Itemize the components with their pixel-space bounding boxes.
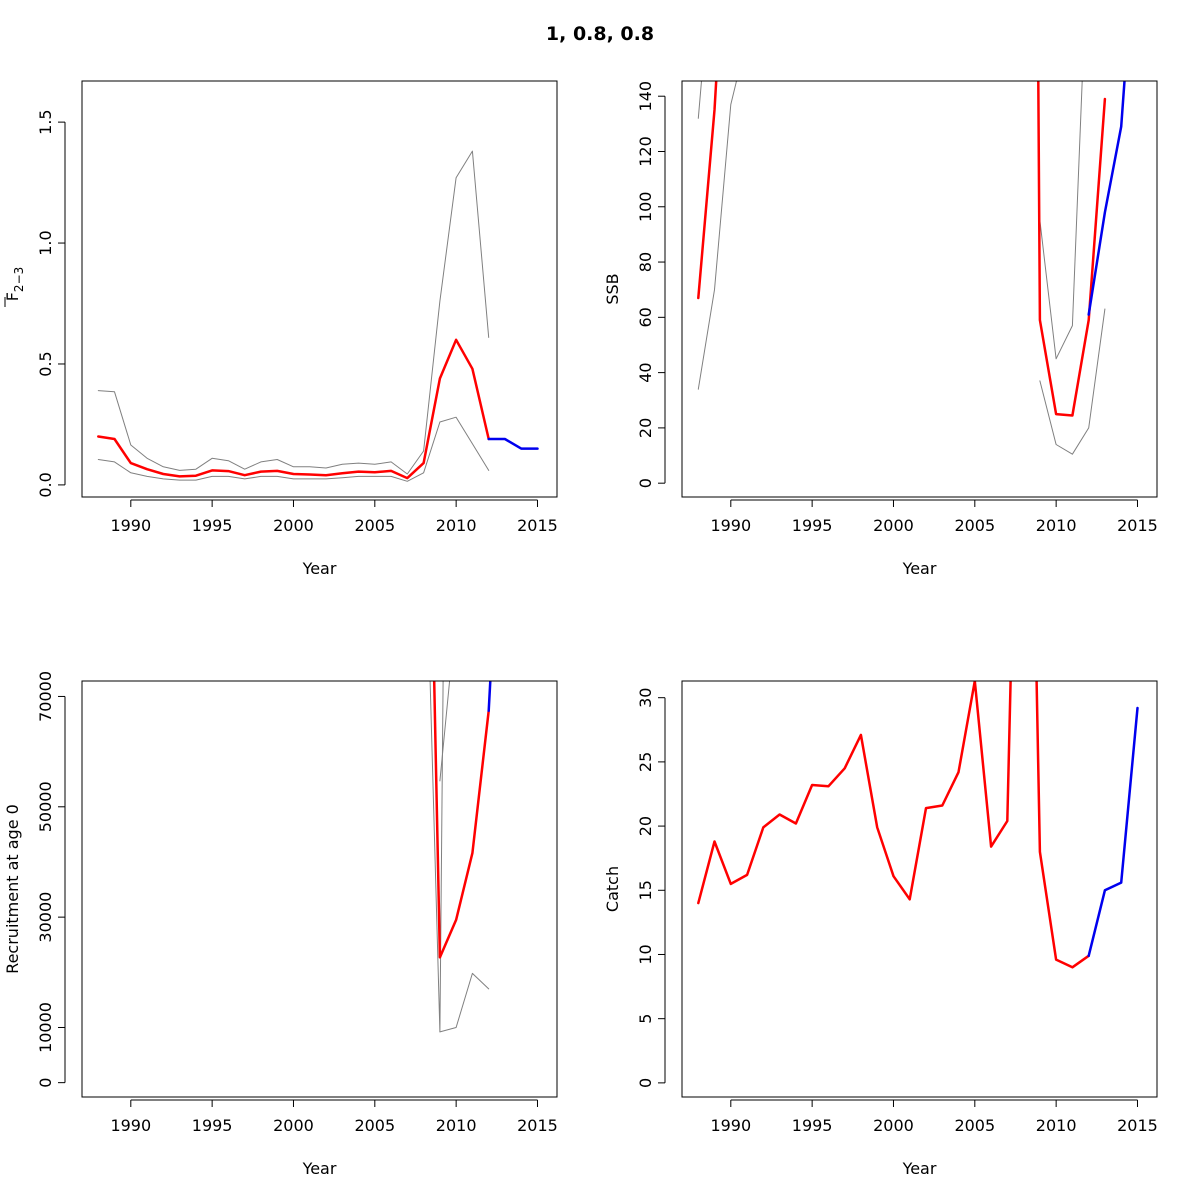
- y-tick-label: 50000: [36, 781, 55, 832]
- y-axis-label: F2−3: [3, 267, 26, 302]
- x-tick-label: 2010: [436, 1116, 477, 1135]
- x-tick-label: 1990: [110, 516, 151, 535]
- x-tick-label: 2000: [273, 1116, 314, 1135]
- y-tick-label: 1.5: [36, 109, 55, 134]
- y-tick-label: 10: [636, 944, 655, 964]
- series-line-upper: [1039, 81, 1083, 360]
- series-line-projection: [1087, 706, 1139, 958]
- x-tick-label: 2015: [517, 1116, 558, 1135]
- x-tick-label: 2005: [354, 516, 395, 535]
- y-axis-label-subscript: 2−3: [12, 267, 26, 292]
- series-line-estimate: [432, 681, 490, 959]
- x-tick-label: 2000: [873, 516, 914, 535]
- series-group: [697, 681, 1139, 969]
- chart-panels: 1990 1995 2000 2005 2010 2015Year0.00.51.01.5…: [3, 80, 1158, 1178]
- y-tick-label: 25: [636, 752, 655, 772]
- series-group: [97, 150, 539, 482]
- y-tick-label: 15: [636, 880, 655, 900]
- x-tick-label: 2000: [273, 516, 314, 535]
- x-tick-label: 2015: [517, 516, 558, 535]
- x-tick-label: 1995: [792, 516, 833, 535]
- y-tick-label: 20: [636, 816, 655, 836]
- panel-bottom-right: 1990 1995 2000 2005 2010 2015 Year 0 5 10 15 20 25 30…: [603, 680, 1158, 1178]
- y-tick-label: 30000: [36, 892, 55, 943]
- plot-frame: [681, 80, 1158, 498]
- y-axis-label: Catch: [603, 866, 622, 912]
- series-line-projection: [487, 681, 492, 713]
- series-line-estimate: [1037, 81, 1107, 417]
- series-line-estimate: [97, 338, 490, 480]
- series-line-estimate: [697, 81, 718, 300]
- series-line-estimate: [697, 681, 1012, 905]
- y-axis-label-main: F: [3, 292, 22, 301]
- x-tick-label: 1990: [710, 516, 751, 535]
- y-tick-label: 0.5: [36, 351, 55, 376]
- y-tick-label: 100: [636, 191, 655, 222]
- y-tick-label: 140: [636, 81, 655, 112]
- series-line-lower: [439, 681, 451, 782]
- x-axis-label: Year: [302, 1159, 337, 1178]
- y-tick-label: 30: [636, 688, 655, 708]
- y-tick-label: 60: [636, 307, 655, 327]
- series-line-upper: [97, 150, 490, 475]
- x-tick-label: 2015: [1117, 1116, 1158, 1135]
- series-group: [697, 81, 1126, 455]
- x-tick-label: 1990: [710, 1116, 751, 1135]
- y-tick-label: 0.0: [36, 472, 55, 497]
- y-tick-label: 5: [636, 1014, 655, 1024]
- x-tick-label: 1995: [192, 516, 233, 535]
- y-tick-label: 0: [636, 1078, 655, 1088]
- y-tick-label: 0: [636, 478, 655, 488]
- figure-title: 1, 0.8, 0.8: [546, 23, 654, 45]
- x-axis-label: Year: [302, 559, 337, 578]
- series-line-lower: [697, 81, 737, 390]
- y-tick-label: 120: [636, 136, 655, 167]
- x-tick-label: 1990: [110, 1116, 151, 1135]
- y-tick-label: 40: [636, 362, 655, 382]
- series-line-projection: [487, 437, 539, 450]
- x-axis-label: Year: [902, 559, 937, 578]
- x-tick-label: 2005: [354, 1116, 395, 1135]
- panel-top-right: 1990 1995 2000 2005 2010 2015 Year 0 20 40 60 80 100…: [603, 80, 1158, 578]
- x-tick-label: 1995: [192, 1116, 233, 1135]
- x-tick-label: 2010: [1036, 516, 1077, 535]
- x-tick-label: 2005: [954, 1116, 995, 1135]
- y-tick-label: 10000: [36, 1002, 55, 1053]
- series-line-lower: [439, 972, 490, 1033]
- plot-frame: [81, 680, 558, 1098]
- series-line-estimate: [1035, 681, 1090, 969]
- series-line-lower: [1039, 308, 1106, 455]
- series-line-upper: [697, 81, 702, 119]
- y-tick-label: 70000: [36, 671, 55, 722]
- panel-bottom-left: 1990 1995 2000 2005 2010 2015 Year 0 10000 30000 5…: [3, 671, 558, 1178]
- y-axis-label: Recruitment at age 0: [3, 804, 22, 974]
- x-tick-label: 1995: [792, 1116, 833, 1135]
- plot-frame: [81, 80, 558, 498]
- x-tick-label: 2010: [1036, 1116, 1077, 1135]
- plot-frame: [681, 680, 1158, 1098]
- x-axis-label: Year: [902, 1159, 937, 1178]
- series-line-projection: [1087, 81, 1126, 316]
- y-tick-label: 0: [36, 1078, 55, 1088]
- x-tick-label: 2010: [436, 516, 477, 535]
- series-group: [429, 681, 492, 1033]
- x-tick-label: 2005: [954, 516, 995, 535]
- y-tick-label: 1.0: [36, 230, 55, 255]
- x-tick-label: 2015: [1117, 516, 1158, 535]
- y-axis-label: SSB: [603, 273, 622, 304]
- series-line-lower: [97, 416, 490, 482]
- y-tick-label: 20: [636, 418, 655, 438]
- y-tick-label: 80: [636, 252, 655, 272]
- panel-top-left: 1990 1995 2000 2005 2010 2015 Year 0.0 0.5 1.0 1.5…: [3, 80, 558, 578]
- x-tick-label: 2000: [873, 1116, 914, 1135]
